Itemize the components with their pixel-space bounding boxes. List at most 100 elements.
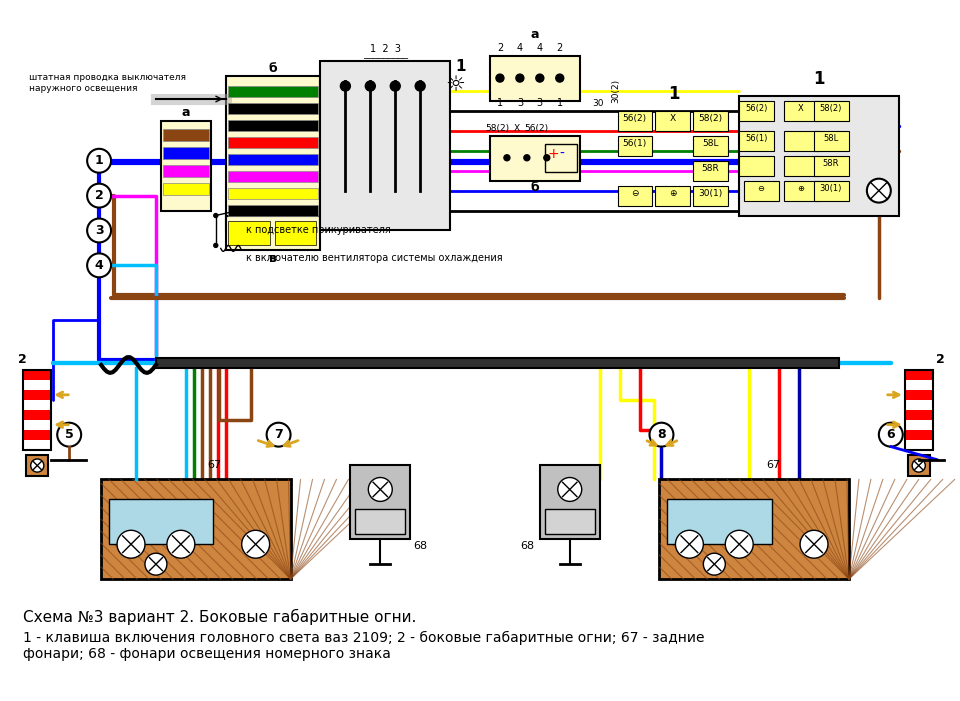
Circle shape: [167, 530, 195, 558]
Circle shape: [214, 243, 218, 247]
Bar: [275, 221, 317, 245]
Text: 1: 1: [669, 85, 681, 103]
Bar: [814, 156, 849, 176]
Bar: [161, 121, 211, 210]
Bar: [656, 186, 690, 205]
Bar: [904, 380, 933, 390]
Bar: [739, 156, 774, 176]
Text: к включателю вентилятора системы охлаждения: к включателю вентилятора системы охлажде…: [246, 253, 502, 264]
Text: 2: 2: [497, 43, 503, 53]
Circle shape: [800, 530, 828, 558]
Circle shape: [543, 155, 550, 161]
Text: 1: 1: [455, 59, 466, 74]
Bar: [490, 136, 580, 181]
Bar: [228, 171, 319, 182]
Text: 67: 67: [207, 460, 222, 470]
Bar: [163, 165, 208, 177]
Bar: [904, 390, 933, 400]
Circle shape: [878, 423, 902, 447]
Bar: [693, 161, 729, 181]
Bar: [226, 215, 321, 250]
Circle shape: [366, 81, 375, 91]
Circle shape: [516, 74, 524, 82]
Bar: [739, 96, 899, 215]
Bar: [660, 479, 849, 579]
Text: -: -: [560, 147, 564, 161]
Circle shape: [556, 74, 564, 82]
Bar: [23, 410, 51, 420]
Bar: [228, 137, 319, 148]
Text: 67: 67: [766, 460, 780, 470]
Bar: [23, 380, 51, 390]
Text: 58R: 58R: [823, 158, 839, 168]
Bar: [156, 358, 839, 368]
Text: ⊕: ⊕: [798, 184, 804, 193]
Bar: [228, 154, 319, 165]
Text: ⊕: ⊕: [669, 189, 676, 198]
Circle shape: [504, 155, 510, 161]
Text: 3: 3: [537, 98, 543, 108]
Text: ⊖: ⊖: [631, 189, 638, 198]
Text: 30(1): 30(1): [820, 184, 842, 193]
Text: 56(1): 56(1): [622, 139, 647, 148]
Circle shape: [145, 553, 167, 575]
Circle shape: [341, 81, 350, 91]
Bar: [784, 101, 819, 121]
Text: 7: 7: [275, 428, 283, 441]
Text: 3: 3: [516, 98, 523, 108]
Bar: [163, 129, 208, 141]
Circle shape: [58, 423, 82, 447]
Circle shape: [650, 423, 673, 447]
Text: 1  2  3: 1 2 3: [370, 44, 400, 54]
Text: 58(2): 58(2): [820, 104, 842, 113]
Bar: [656, 111, 690, 131]
Bar: [784, 156, 819, 176]
Bar: [739, 101, 774, 121]
Bar: [617, 136, 653, 156]
Circle shape: [31, 459, 44, 472]
Text: 68: 68: [520, 541, 534, 551]
Text: 68: 68: [413, 541, 427, 551]
Circle shape: [391, 81, 400, 91]
Circle shape: [496, 74, 504, 82]
Text: 30(2): 30(2): [612, 79, 620, 103]
Bar: [904, 400, 933, 410]
Bar: [739, 131, 774, 151]
Bar: [693, 186, 729, 205]
Bar: [617, 111, 653, 131]
Text: 58(2): 58(2): [485, 124, 509, 133]
Bar: [101, 479, 291, 579]
Text: Схема №3 вариант 2. Боковые габаритные огни.: Схема №3 вариант 2. Боковые габаритные о…: [23, 609, 417, 625]
Text: 2: 2: [557, 43, 563, 53]
Bar: [667, 499, 772, 544]
Text: в: в: [269, 252, 277, 265]
Text: 56(2): 56(2): [745, 104, 767, 113]
Text: X: X: [669, 114, 676, 123]
Circle shape: [524, 155, 530, 161]
Text: 4: 4: [516, 43, 523, 53]
Bar: [355, 510, 405, 534]
Text: 8: 8: [658, 428, 666, 441]
Text: 4: 4: [537, 43, 543, 53]
Bar: [23, 430, 51, 440]
Text: 3: 3: [95, 224, 104, 237]
Text: 56(1): 56(1): [745, 134, 767, 143]
Text: X: X: [798, 104, 804, 113]
Bar: [693, 136, 729, 156]
Text: 58(2): 58(2): [698, 114, 722, 123]
Circle shape: [867, 179, 891, 203]
Text: 56(2): 56(2): [525, 124, 549, 133]
Circle shape: [676, 530, 704, 558]
Bar: [908, 454, 929, 477]
Text: к подсветке прикуривателя: к подсветке прикуривателя: [246, 226, 391, 236]
Text: 1: 1: [95, 154, 104, 168]
Bar: [814, 181, 849, 200]
Circle shape: [912, 459, 925, 472]
Text: 1: 1: [557, 98, 563, 108]
Circle shape: [415, 81, 425, 91]
Circle shape: [87, 184, 111, 207]
Bar: [904, 370, 933, 380]
Bar: [490, 56, 580, 101]
Text: 58R: 58R: [702, 164, 719, 172]
Text: ☼: ☼: [445, 75, 465, 95]
